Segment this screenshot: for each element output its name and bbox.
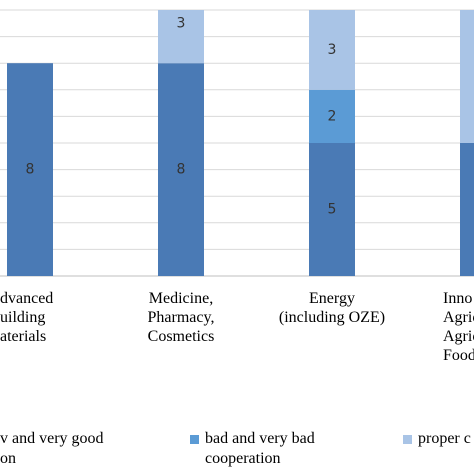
bar-segment bbox=[309, 10, 355, 90]
x-tick-label: Cosmetics bbox=[148, 328, 215, 345]
x-tick-label: Pharmacy, bbox=[148, 309, 215, 326]
value-label: 2 bbox=[328, 108, 337, 124]
grid bbox=[0, 9, 474, 277]
x-tick-label: Agricul bbox=[443, 328, 474, 345]
bar-segment bbox=[460, 10, 474, 144]
legend-swatch bbox=[403, 435, 412, 444]
legend-label: v and very good bbox=[0, 430, 104, 447]
x-tick-label: (including OZE) bbox=[279, 309, 385, 326]
x-tick-label: uilding bbox=[0, 309, 45, 326]
x-tick-label: Agricu bbox=[443, 309, 474, 326]
legend-label: on bbox=[0, 450, 16, 467]
x-tick-label: Medicine, bbox=[149, 290, 213, 307]
bar-segment bbox=[158, 10, 204, 64]
bar-segment bbox=[309, 89, 355, 143]
legend-label: cooperation bbox=[205, 450, 281, 467]
x-tick-label: Food P bbox=[443, 347, 474, 364]
bar-segment bbox=[7, 63, 53, 276]
labels: 8 dvanced uilding aterials 8 3 Medicine, Pharma… bbox=[0, 15, 474, 467]
value-label: 8 bbox=[177, 162, 186, 178]
value-label: 3 bbox=[328, 42, 337, 58]
legend-label: bad and very bad bbox=[205, 430, 315, 447]
value-label: 8 bbox=[26, 162, 35, 178]
x-tick-label: dvanced bbox=[0, 290, 53, 307]
bar-segment bbox=[460, 143, 474, 276]
legend-swatch bbox=[190, 435, 199, 444]
bar-segment bbox=[158, 63, 204, 276]
value-label: 5 bbox=[328, 202, 337, 218]
bar-segment bbox=[309, 143, 355, 276]
bars bbox=[7, 10, 474, 276]
value-label: 3 bbox=[177, 15, 186, 31]
x-tick-label: Inno bbox=[443, 290, 472, 307]
x-tick-label: aterials bbox=[0, 328, 46, 345]
legend-label: proper c bbox=[418, 430, 471, 447]
x-tick-label: Energy bbox=[309, 290, 355, 307]
